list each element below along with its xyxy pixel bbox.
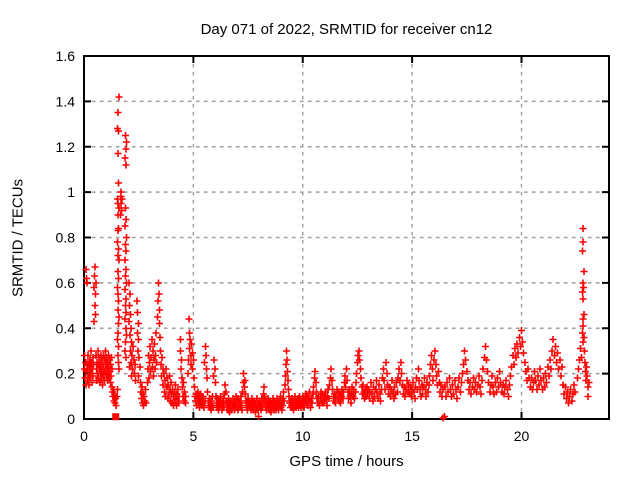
svg-text:15: 15 [404,428,420,444]
svg-text:0.4: 0.4 [56,320,76,336]
svg-text:20: 20 [514,428,530,444]
svg-text:1.4: 1.4 [56,93,76,109]
svg-text:1.2: 1.2 [56,139,76,155]
square-marker [112,413,120,421]
svg-text:0: 0 [80,428,88,444]
scatter-points [81,93,593,422]
svg-text:0.2: 0.2 [56,366,76,382]
svg-text:0: 0 [67,411,75,427]
svg-text:10: 10 [295,428,311,444]
x-axis-label: GPS time / hours [289,453,404,470]
svg-text:0.6: 0.6 [56,275,76,291]
chart-title: Day 071 of 2022, SRMTID for receiver cn1… [200,21,493,38]
svg-text:5: 5 [189,428,197,444]
tick-labels-layer: 0 5 10 15 20 0 0.2 0.4 0.6 0.8 1 1.2 1.4 1.6 [56,48,530,444]
svg-text:1: 1 [67,184,75,200]
svg-text:0.8: 0.8 [56,230,76,246]
svg-text:1.6: 1.6 [56,48,76,64]
